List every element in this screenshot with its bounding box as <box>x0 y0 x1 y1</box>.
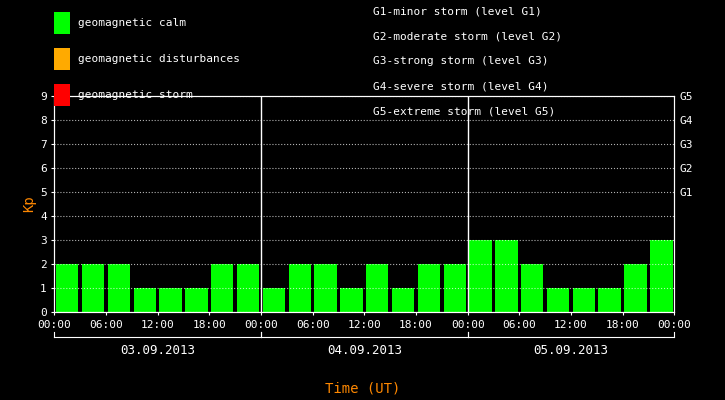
Text: 03.09.2013: 03.09.2013 <box>120 344 195 357</box>
Bar <box>599 288 621 312</box>
Text: geomagnetic storm: geomagnetic storm <box>78 90 192 100</box>
Text: geomagnetic disturbances: geomagnetic disturbances <box>78 54 239 64</box>
Bar <box>495 240 518 312</box>
Bar <box>56 264 78 312</box>
Text: G2-moderate storm (level G2): G2-moderate storm (level G2) <box>373 31 563 41</box>
Bar <box>185 288 207 312</box>
Bar <box>650 240 673 312</box>
Text: G1-minor storm (level G1): G1-minor storm (level G1) <box>373 6 542 16</box>
Bar <box>573 288 595 312</box>
Bar <box>444 264 466 312</box>
Bar <box>624 264 647 312</box>
Bar <box>211 264 233 312</box>
Text: G3-strong storm (level G3): G3-strong storm (level G3) <box>373 56 549 66</box>
Bar <box>237 264 260 312</box>
Text: Time (UT): Time (UT) <box>325 382 400 396</box>
Text: 05.09.2013: 05.09.2013 <box>534 344 608 357</box>
Bar <box>289 264 311 312</box>
Bar <box>392 288 414 312</box>
Bar <box>366 264 389 312</box>
Text: G4-severe storm (level G4): G4-severe storm (level G4) <box>373 82 549 92</box>
Bar <box>82 264 104 312</box>
Bar <box>108 264 130 312</box>
Bar <box>521 264 543 312</box>
Bar <box>547 288 569 312</box>
Bar <box>315 264 336 312</box>
Bar <box>160 288 182 312</box>
Text: 04.09.2013: 04.09.2013 <box>327 344 402 357</box>
Bar <box>340 288 362 312</box>
Bar <box>469 240 492 312</box>
Bar <box>133 288 156 312</box>
Y-axis label: Kp: Kp <box>22 196 36 212</box>
Text: G5-extreme storm (level G5): G5-extreme storm (level G5) <box>373 107 555 117</box>
Bar <box>262 288 285 312</box>
Bar <box>418 264 440 312</box>
Text: geomagnetic calm: geomagnetic calm <box>78 18 186 28</box>
